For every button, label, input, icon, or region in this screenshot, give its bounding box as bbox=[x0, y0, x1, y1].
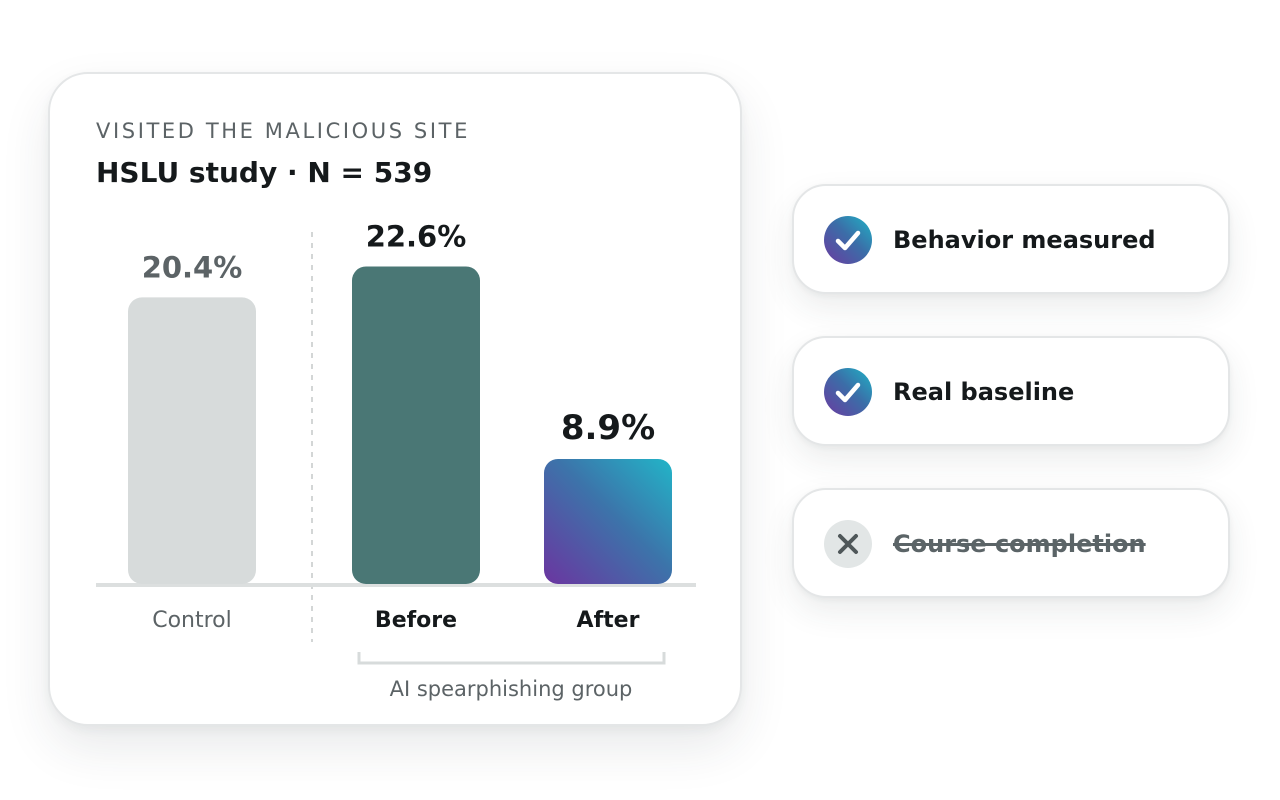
chart-title: HSLU study · N = 539 bbox=[96, 156, 433, 189]
bar-chart: AI spearphishing group 20.4% Control 22.6%… bbox=[96, 219, 696, 701]
checklist-item-label: Real baseline bbox=[893, 378, 1075, 406]
chart-eyebrow: VISITED THE MALICIOUS SITE bbox=[96, 119, 470, 143]
check-icon bbox=[824, 216, 872, 264]
value-label-before: 22.6% bbox=[366, 219, 467, 253]
bar-after bbox=[544, 458, 672, 584]
group-bracket-label: AI spearphishing group bbox=[390, 677, 633, 701]
checklist-item-behavior-measured: Behavior measured bbox=[792, 184, 1230, 294]
category-label-after: After bbox=[577, 608, 640, 633]
close-icon bbox=[824, 520, 872, 568]
category-label-control: Control bbox=[152, 608, 232, 633]
value-label-after: 8.9% bbox=[561, 408, 655, 448]
group-bracket bbox=[357, 652, 666, 665]
category-label-before: Before bbox=[375, 608, 457, 633]
bar-before bbox=[352, 266, 480, 584]
checklist-item-course-completion: Course completion bbox=[792, 488, 1230, 598]
value-label-control: 20.4% bbox=[142, 250, 243, 284]
checklist-item-label: Behavior measured bbox=[893, 226, 1156, 254]
bar-control bbox=[128, 297, 256, 584]
check-icon bbox=[824, 368, 872, 416]
checklist-item-real-baseline: Real baseline bbox=[792, 336, 1230, 446]
checklist-item-label: Course completion bbox=[893, 530, 1146, 558]
